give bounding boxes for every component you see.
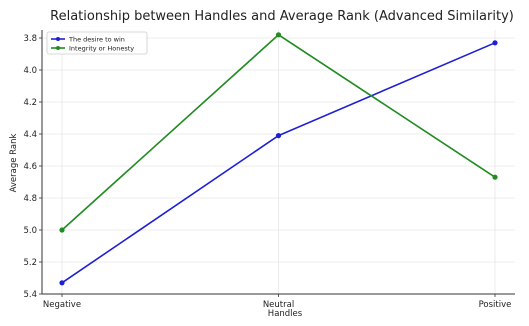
data-point [59,280,65,286]
tick-labels: 3.8 4.0 4.2 4.4 4.6 4.8 5.0 5.2 5.4 Negative Neutr… [23,34,511,310]
y-tick-label: 4.4 [23,130,37,140]
data-point [59,227,65,233]
data-point [492,40,498,46]
x-axis-label: Handles [268,309,303,319]
y-tick-label: 5.2 [23,258,37,268]
data-point [492,174,498,180]
legend-label: The desire to win [68,35,125,43]
series-lines [59,32,498,286]
chart-title: Relationship between Handles and Average… [50,9,514,24]
data-point [275,133,282,139]
y-tick-label: 4.6 [23,162,37,172]
x-tick-label: Positive [479,300,512,310]
axes [39,30,515,297]
legend-label: Integrity or Honesty [69,44,134,52]
grid [42,30,515,295]
y-axis-label: Average Rank [9,134,19,193]
x-tick-label: Negative [43,300,81,310]
y-tick-label: 4.2 [23,98,37,108]
y-tick-label: 3.8 [23,34,37,44]
y-tick-label: 4.8 [23,194,37,204]
data-point [275,32,282,38]
legend-marker [56,37,60,41]
x-tick-label: Neutral [263,300,294,310]
y-tick-label: 4.0 [23,66,37,76]
legend-marker [56,46,60,50]
y-tick-label: 5.0 [23,226,37,236]
legend-box [46,31,148,55]
y-tick-label: 5.4 [23,290,37,300]
